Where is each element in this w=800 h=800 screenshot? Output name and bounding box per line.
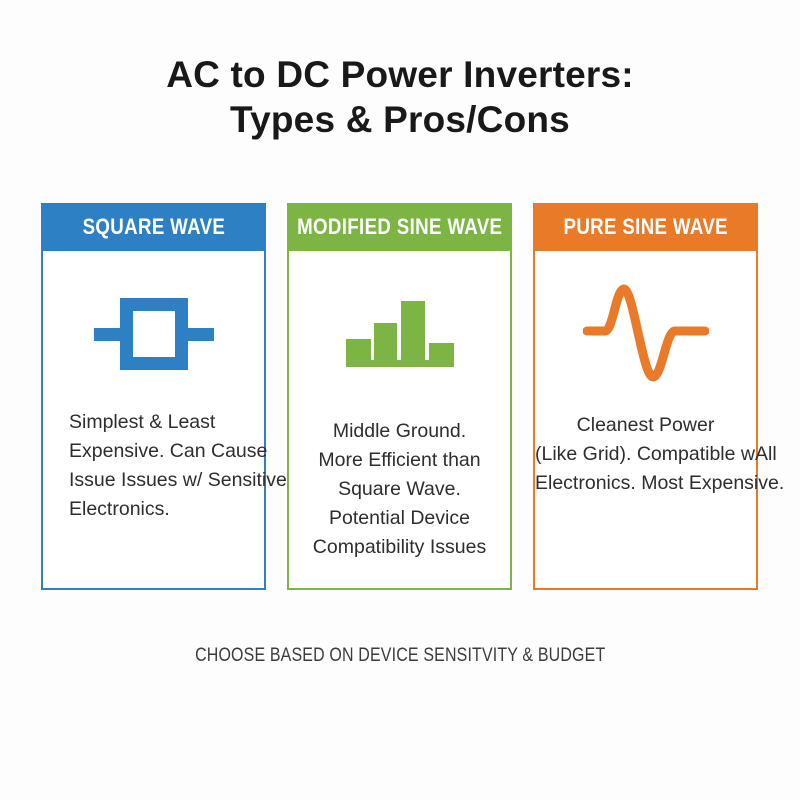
card-pure-sine-wave: PURE SINE WAVE Cleanest Power (Like Grid… [533, 203, 785, 590]
description-line: Electronics. Most Expensive. [535, 472, 785, 494]
page-title-line2: Types & Pros/Cons [230, 99, 570, 140]
description-line: (Like Grid). Compatible wAll [535, 443, 777, 465]
card-modified-sine-wave-description: Middle Ground. More Efficient than Squar… [289, 417, 510, 562]
card-pure-sine-wave-description: Cleanest Power (Like Grid). Compatible w… [535, 411, 785, 498]
description-line: Cleanest Power [576, 414, 715, 436]
card-modified-sine-wave: MODIFIED SINE WAVE Middle Ground. More E… [287, 203, 512, 590]
card-pure-sine-wave-header: PURE SINE WAVE [533, 203, 758, 251]
description-line: Simplest & Least [69, 411, 216, 433]
card-modified-sine-wave-header: MODIFIED SINE WAVE [287, 203, 512, 251]
page-title: AC to DC Power Inverters: Types & Pros/C… [0, 52, 800, 142]
description-line: Square Wave. [338, 478, 461, 500]
description-line: Electronics. [69, 498, 170, 520]
card-pure-sine-wave-title: PURE SINE WAVE [563, 214, 728, 239]
card-modified-sine-wave-title: MODIFIED SINE WAVE [296, 214, 503, 239]
modified-sine-wave-icon [289, 301, 510, 367]
description-line: Potential Device [329, 507, 470, 529]
card-row: SQUARE WAVE Simplest & Least Expensive. … [41, 203, 785, 590]
card-square-wave-description: Simplest & Least Expensive. Can Cause Is… [43, 408, 287, 524]
description-line: Expensive. Can Cause [69, 440, 268, 462]
page-title-line1: AC to DC Power Inverters: [166, 54, 634, 95]
card-square-wave-header: SQUARE WAVE [41, 203, 266, 251]
card-square-wave: SQUARE WAVE Simplest & Least Expensive. … [41, 203, 287, 590]
footer-caption-text: CHOOSE BASED ON DEVICE SENSITVITY & BUDG… [194, 645, 606, 666]
card-square-wave-title: SQUARE WAVE [82, 214, 225, 239]
description-line: Issue Issues w/ Sensitive [69, 469, 287, 491]
description-line: Middle Ground. [332, 420, 467, 442]
footer-caption: CHOOSE BASED ON DEVICE SENSITVITY & BUDG… [0, 645, 800, 667]
description-line: Compatibility Issues [312, 536, 487, 558]
square-wave-icon [43, 295, 264, 373]
pure-sine-wave-icon [535, 283, 756, 383]
description-line: More Efficient than [318, 449, 481, 471]
